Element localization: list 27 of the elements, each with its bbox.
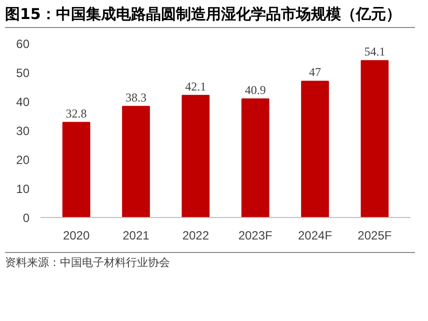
x-tick-label: 2022 — [182, 228, 210, 242]
x-tick-label: 2021 — [122, 228, 150, 242]
y-tick-label: 50 — [16, 66, 30, 80]
y-tick-label: 20 — [16, 152, 30, 166]
data-label: 42.1 — [185, 78, 206, 93]
bar — [301, 80, 329, 217]
bar — [122, 105, 150, 217]
y-tick-label: 40 — [16, 94, 30, 108]
y-tick-label: 10 — [16, 182, 30, 196]
chart-title: 图15：中国集成电路晶圆制造用湿化学品市场规模（亿元） — [5, 5, 401, 24]
bar — [241, 98, 270, 217]
data-label: 38.3 — [125, 90, 146, 104]
y-tick-label: 0 — [22, 210, 30, 224]
x-tick-label: 2023F — [238, 228, 272, 242]
bar — [62, 121, 90, 217]
data-label: 47 — [309, 64, 322, 79]
data-label: 32.8 — [66, 106, 87, 120]
data-label: 40.9 — [244, 82, 266, 96]
x-tick-label: 2025F — [358, 228, 392, 242]
y-tick-label: 60 — [16, 36, 30, 50]
x-tick-label: 2020 — [62, 228, 90, 242]
bar — [360, 60, 389, 217]
x-tick-label: 2024F — [298, 228, 332, 242]
text: 资料来源：中国电子材料行业协会 — [5, 254, 170, 270]
y-tick-label: 30 — [16, 124, 30, 138]
data-label: 54.1 — [364, 44, 386, 58]
bar — [182, 94, 210, 217]
